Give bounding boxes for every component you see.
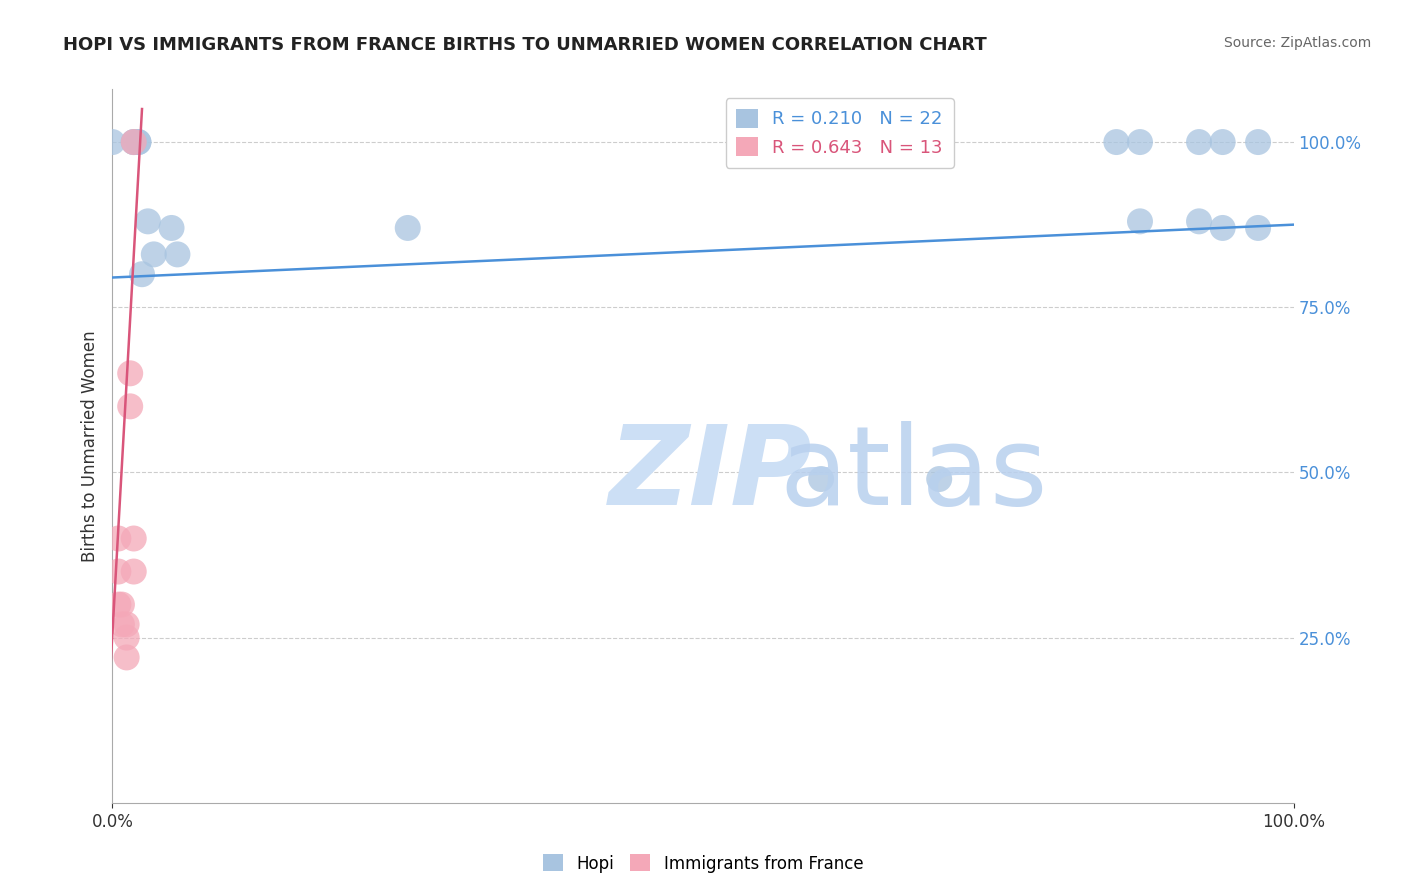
Point xyxy=(1247,135,1270,149)
Point xyxy=(166,247,188,261)
Point xyxy=(160,221,183,235)
Point xyxy=(127,135,149,149)
Point xyxy=(928,472,950,486)
Point xyxy=(101,135,124,149)
Point xyxy=(122,135,145,149)
Point xyxy=(396,221,419,235)
Text: HOPI VS IMMIGRANTS FROM FRANCE BIRTHS TO UNMARRIED WOMEN CORRELATION CHART: HOPI VS IMMIGRANTS FROM FRANCE BIRTHS TO… xyxy=(63,36,987,54)
Point xyxy=(1129,214,1152,228)
Y-axis label: Births to Unmarried Women: Births to Unmarried Women xyxy=(80,330,98,562)
Point xyxy=(127,135,149,149)
Point xyxy=(122,135,145,149)
Point xyxy=(1212,221,1234,235)
Legend: Hopi, Immigrants from France: Hopi, Immigrants from France xyxy=(536,847,870,880)
Legend: R = 0.210   N = 22, R = 0.643   N = 13: R = 0.210 N = 22, R = 0.643 N = 13 xyxy=(725,98,953,168)
Point xyxy=(111,617,134,632)
Point xyxy=(1212,135,1234,149)
Point xyxy=(107,598,129,612)
Text: Source: ZipAtlas.com: Source: ZipAtlas.com xyxy=(1223,36,1371,50)
Point xyxy=(107,565,129,579)
Point xyxy=(115,631,138,645)
Point xyxy=(1188,135,1211,149)
Point xyxy=(142,247,165,261)
Point xyxy=(122,532,145,546)
Point xyxy=(115,617,138,632)
Point xyxy=(1129,135,1152,149)
Text: ZIP: ZIP xyxy=(609,421,813,528)
Point xyxy=(1247,221,1270,235)
Point xyxy=(115,650,138,665)
Point xyxy=(111,598,134,612)
Point xyxy=(120,367,142,381)
Point xyxy=(122,565,145,579)
Point xyxy=(122,135,145,149)
Point xyxy=(1188,214,1211,228)
Point xyxy=(1105,135,1128,149)
Text: atlas: atlas xyxy=(780,421,1049,528)
Point xyxy=(131,267,153,281)
Point xyxy=(120,400,142,414)
Point xyxy=(136,214,159,228)
Point xyxy=(810,472,832,486)
Point xyxy=(107,532,129,546)
